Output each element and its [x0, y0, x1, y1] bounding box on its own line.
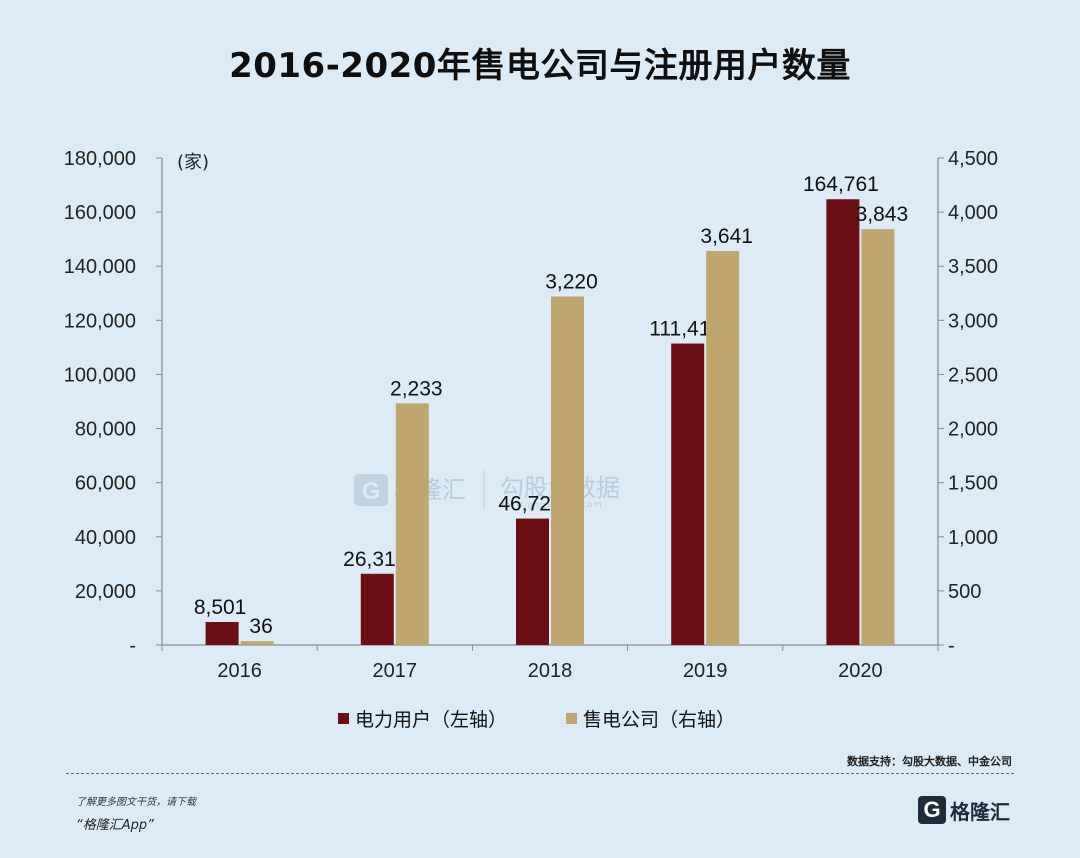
y-unit-label: (家) [177, 152, 209, 173]
bar-retail-companies-2017 [395, 403, 429, 645]
bar-retail-companies-2016 [240, 641, 274, 645]
y-right-tick-label: 4,000 [948, 202, 998, 224]
source-note: 数据支持：勾股大数据、中金公司 [847, 755, 1012, 768]
bar-power-users-2016 [205, 622, 239, 645]
data-label-power-users-2020: 164,761 [803, 173, 879, 196]
footer-download-prompt: 了解更多图文干货，请下载 [76, 797, 196, 808]
y-right-tick-label: - [948, 635, 955, 657]
y-left-tick-label: 20,000 [75, 581, 136, 603]
data-label-retail-companies-2016: 36 [249, 615, 272, 638]
watermark-logo-icon [354, 474, 388, 506]
bar-retail-companies-2019 [706, 250, 740, 645]
y-right-tick-label: 1,500 [948, 473, 998, 495]
bar-power-users-2017 [360, 573, 394, 645]
y-right-tick-label: 1,000 [948, 527, 998, 549]
legend-label-retail-companies: 售电公司（右轴） [583, 709, 735, 731]
y-left-tick-label: 40,000 [75, 527, 136, 549]
y-left-tick-label: 180,000 [64, 148, 136, 170]
y-left-tick-label: 120,000 [64, 310, 136, 332]
chart-title: 2016-2020年售电公司与注册用户数量 [229, 46, 851, 86]
y-left-tick-label: 80,000 [75, 419, 136, 441]
x-tick-label: 2017 [373, 660, 418, 682]
data-label-power-users-2018: 46,721 [498, 493, 562, 516]
y-left-tick-label: 140,000 [64, 256, 136, 278]
y-left-tick-label: - [129, 635, 136, 657]
footer-logo: G 格隆汇 [918, 794, 1010, 826]
x-tick-label: 2016 [217, 660, 262, 682]
data-label-retail-companies-2017: 2,233 [390, 377, 443, 400]
x-tick-label: 2019 [683, 660, 728, 682]
legend-label-power-users: 电力用户（左轴） [355, 709, 507, 731]
chart-canvas: G格隆汇勾股大数据www.gogudata.com-20,00040,00060… [64, 148, 998, 731]
legend-swatch-retail-companies [566, 713, 577, 724]
y-left-tick-label: 160,000 [64, 202, 136, 224]
y-right-tick-label: 3,000 [948, 310, 998, 332]
data-label-power-users-2016: 8,501 [194, 596, 247, 619]
data-label-power-users-2019: 111,417 [649, 318, 722, 341]
bar-power-users-2019 [671, 343, 705, 645]
watermark-mark: G [362, 478, 381, 505]
y-left-tick-label: 100,000 [64, 364, 136, 386]
watermark-url: www.gogudata.com [500, 500, 603, 509]
logo-mark-icon: G [918, 796, 946, 824]
y-right-tick-label: 500 [948, 581, 981, 603]
bar-retail-companies-2020 [861, 229, 895, 646]
footer-divider [66, 773, 1014, 774]
data-label-retail-companies-2018: 3,220 [545, 271, 598, 294]
y-left-tick-label: 60,000 [75, 473, 136, 495]
bar-power-users-2018 [516, 518, 549, 645]
data-label-retail-companies-2020: 3,843 [856, 203, 909, 226]
data-label-retail-companies-2019: 3,641 [700, 225, 753, 248]
footer-app-name: “格隆汇App” [76, 818, 154, 833]
x-tick-label: 2018 [528, 660, 573, 682]
bar-power-users-2020 [826, 199, 860, 645]
logo-text: 格隆汇 [950, 799, 1010, 824]
y-right-tick-label: 4,500 [948, 148, 998, 170]
y-right-tick-label: 2,500 [948, 364, 998, 386]
bar-retail-companies-2018 [551, 296, 584, 645]
legend-swatch-power-users [338, 713, 349, 724]
y-right-tick-label: 2,000 [948, 419, 998, 441]
x-tick-label: 2020 [838, 660, 883, 682]
y-right-tick-label: 3,500 [948, 256, 998, 278]
data-label-power-users-2017: 26,317 [343, 548, 407, 571]
